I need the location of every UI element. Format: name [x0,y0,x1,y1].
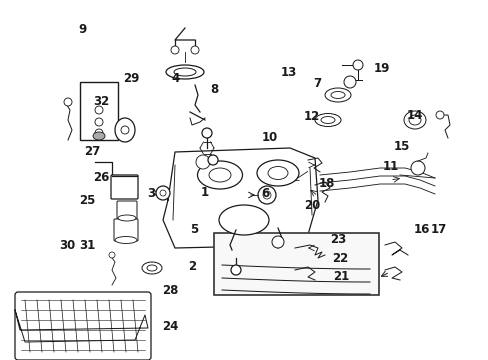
Ellipse shape [408,115,420,125]
Circle shape [202,128,212,138]
Text: 4: 4 [172,72,180,85]
Text: 25: 25 [79,194,95,207]
Ellipse shape [174,68,196,76]
Text: 30: 30 [59,239,76,252]
Ellipse shape [325,88,350,102]
Circle shape [343,76,355,88]
FancyBboxPatch shape [15,292,151,360]
Text: 7: 7 [312,77,320,90]
Ellipse shape [208,168,230,182]
Circle shape [121,126,129,134]
Ellipse shape [257,160,298,186]
Text: 32: 32 [93,95,110,108]
Text: 13: 13 [280,66,296,78]
Text: 11: 11 [382,160,399,173]
Text: 12: 12 [303,111,320,123]
Ellipse shape [219,205,268,235]
Ellipse shape [147,265,157,271]
Text: 14: 14 [406,109,422,122]
Ellipse shape [314,113,340,126]
Circle shape [95,129,103,137]
Text: 18: 18 [318,177,334,190]
Ellipse shape [267,166,287,180]
Circle shape [230,265,241,275]
Bar [80,82,118,140]
Text: 21: 21 [332,270,349,283]
Circle shape [95,118,103,126]
Text: 10: 10 [261,131,278,144]
Circle shape [435,111,443,119]
Circle shape [160,190,165,196]
Text: 2: 2 [187,260,195,273]
FancyBboxPatch shape [117,201,137,219]
Circle shape [258,186,275,204]
Circle shape [410,161,424,175]
Text: 29: 29 [122,72,139,85]
Text: 16: 16 [412,223,429,236]
Ellipse shape [165,65,203,79]
Ellipse shape [330,91,345,99]
Ellipse shape [403,111,425,129]
Text: 1: 1 [200,186,208,199]
Circle shape [156,186,170,200]
FancyBboxPatch shape [114,219,138,241]
FancyBboxPatch shape [111,175,138,199]
Text: 31: 31 [79,239,95,252]
Circle shape [263,191,270,199]
Text: 28: 28 [162,284,178,297]
Circle shape [207,155,218,165]
Text: 8: 8 [210,83,218,96]
Text: 17: 17 [430,223,447,236]
Ellipse shape [142,262,162,274]
Text: 5: 5 [190,223,198,236]
Text: 19: 19 [372,62,389,75]
Ellipse shape [115,118,135,142]
Circle shape [109,252,115,258]
Bar [214,233,378,295]
Text: 15: 15 [393,140,409,153]
Circle shape [64,98,72,106]
Ellipse shape [118,215,136,221]
Circle shape [95,106,103,114]
Text: 27: 27 [83,145,100,158]
Text: 3: 3 [147,187,155,200]
Text: 6: 6 [261,187,268,200]
Ellipse shape [320,117,334,123]
Ellipse shape [115,237,137,243]
Circle shape [171,46,179,54]
Circle shape [271,236,284,248]
Text: 22: 22 [331,252,347,265]
Text: 9: 9 [78,23,86,36]
Circle shape [196,155,209,169]
Ellipse shape [197,161,242,189]
Text: 20: 20 [303,199,320,212]
Text: 26: 26 [93,171,110,184]
Text: 24: 24 [162,320,178,333]
Ellipse shape [93,132,105,140]
Text: 23: 23 [329,233,346,246]
Circle shape [191,46,199,54]
Circle shape [352,60,362,70]
